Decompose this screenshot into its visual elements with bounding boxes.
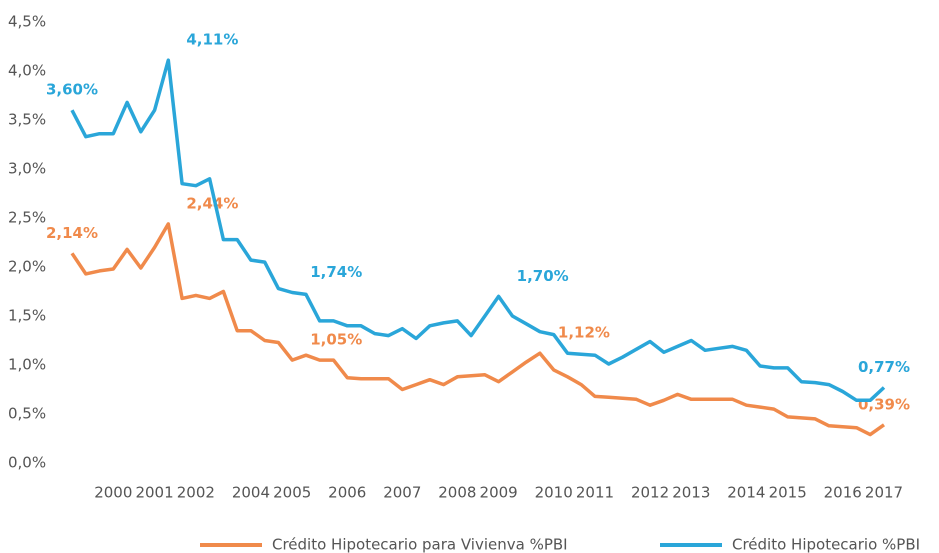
value-label: 1,05% — [310, 331, 362, 349]
x-tick-label: 2009 — [480, 484, 518, 502]
x-tick-label: 2000 — [94, 484, 132, 502]
x-tick-label: 2015 — [769, 484, 807, 502]
legend-label: Crédito Hipotecario para Vivienva %PBI — [272, 536, 568, 553]
y-tick-label: 1,0% — [8, 356, 46, 374]
y-tick-label: 3,5% — [8, 111, 46, 129]
value-label: 2,44% — [186, 194, 238, 212]
y-tick-label: 1,5% — [8, 307, 46, 325]
y-tick-label: 0,5% — [8, 405, 46, 423]
y-tick-label: 4,5% — [8, 13, 46, 31]
y-tick-label: 0,0% — [8, 454, 46, 472]
x-tick-label: 2008 — [438, 484, 476, 502]
y-tick-label: 4,0% — [8, 62, 46, 80]
value-label: 1,74% — [310, 263, 362, 281]
x-tick-label: 2001 — [135, 484, 173, 502]
y-tick-label: 2,5% — [8, 209, 46, 227]
y-tick-label: 2,0% — [8, 258, 46, 276]
x-tick-label: 2004 — [232, 484, 270, 502]
legend-label: Crédito Hipotecario %PBI — [732, 536, 920, 553]
series-line — [70, 222, 886, 437]
x-tick-label: 2010 — [535, 484, 573, 502]
x-tick-label: 2013 — [672, 484, 710, 502]
value-label: 0,77% — [858, 358, 910, 376]
x-tick-label: 2002 — [177, 484, 215, 502]
x-tick-label: 2006 — [328, 484, 366, 502]
x-tick-label: 2007 — [383, 484, 421, 502]
y-tick-label: 3,0% — [8, 160, 46, 178]
x-tick-label: 2012 — [631, 484, 669, 502]
x-tick-label: 2011 — [576, 484, 614, 502]
value-label: 4,11% — [186, 31, 238, 49]
x-tick-label: 2005 — [273, 484, 311, 502]
series-line — [70, 58, 886, 403]
x-tick-label: 2016 — [824, 484, 862, 502]
x-tick-label: 2014 — [727, 484, 765, 502]
value-label: 1,12% — [558, 324, 610, 342]
value-label: 1,70% — [517, 267, 569, 285]
x-tick-label: 2017 — [865, 484, 903, 502]
value-label: 2,14% — [46, 224, 98, 242]
value-label: 3,60% — [46, 81, 98, 99]
value-label: 0,39% — [858, 395, 910, 413]
